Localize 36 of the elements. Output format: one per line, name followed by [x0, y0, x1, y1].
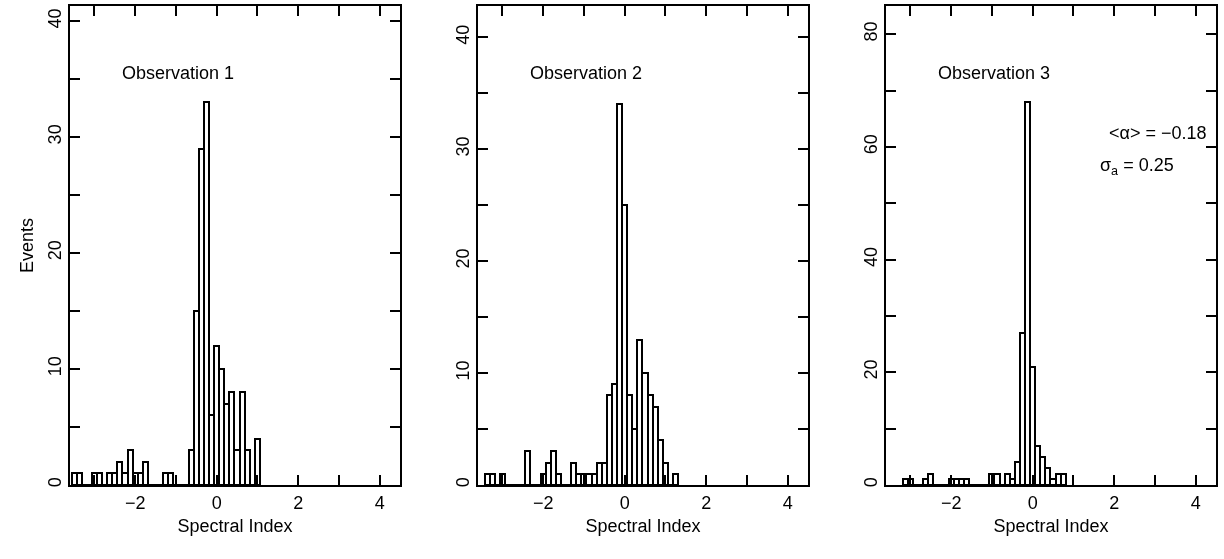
x-tick-label: −2 — [124, 492, 146, 513]
annotation: Observation 1 — [122, 63, 235, 83]
y-tick-label: 40 — [44, 8, 65, 29]
y-tick-label: 0 — [44, 477, 65, 488]
annotation: Observation 2 — [530, 63, 643, 83]
y-tick-label: 10 — [452, 360, 473, 381]
x-tick-label: 2 — [701, 492, 712, 513]
x-tick-label: 4 — [782, 492, 793, 513]
annotation: σ$_{a}$ = 0.25 — [1100, 155, 1174, 178]
x-tick-label: −2 — [532, 492, 554, 513]
x-axis-title: Spectral Index — [177, 516, 293, 537]
x-tick-label: 0 — [211, 492, 222, 513]
x-axis-title: Spectral Index — [993, 516, 1109, 537]
y-tick-label: 0 — [452, 477, 473, 488]
x-tick-label: 0 — [619, 492, 630, 513]
y-tick-label: 20 — [44, 240, 65, 261]
y-tick-label: 10 — [44, 356, 65, 377]
x-tick-label: 4 — [374, 492, 385, 513]
x-axis-title: Spectral Index — [585, 516, 701, 537]
y-tick-label: 40 — [452, 24, 473, 45]
x-tick-label: 2 — [293, 492, 304, 513]
annotation: <α> = −0.18 — [1109, 123, 1207, 143]
y-tick-label: 60 — [860, 134, 881, 155]
annotation: Observation 3 — [938, 63, 1051, 83]
y-axis-title: Events — [17, 217, 38, 274]
x-tick-label: −2 — [940, 492, 962, 513]
y-tick-label: 40 — [860, 246, 881, 267]
y-tick-label: 20 — [452, 248, 473, 269]
y-tick-label: 20 — [860, 359, 881, 380]
y-tick-label: 80 — [860, 21, 881, 42]
y-tick-label: 30 — [452, 136, 473, 157]
x-tick-label: 2 — [1109, 492, 1120, 513]
y-tick-label: 0 — [860, 477, 881, 488]
x-tick-label: 4 — [1190, 492, 1201, 513]
x-tick-label: 0 — [1027, 492, 1038, 513]
y-tick-label: 30 — [44, 124, 65, 145]
